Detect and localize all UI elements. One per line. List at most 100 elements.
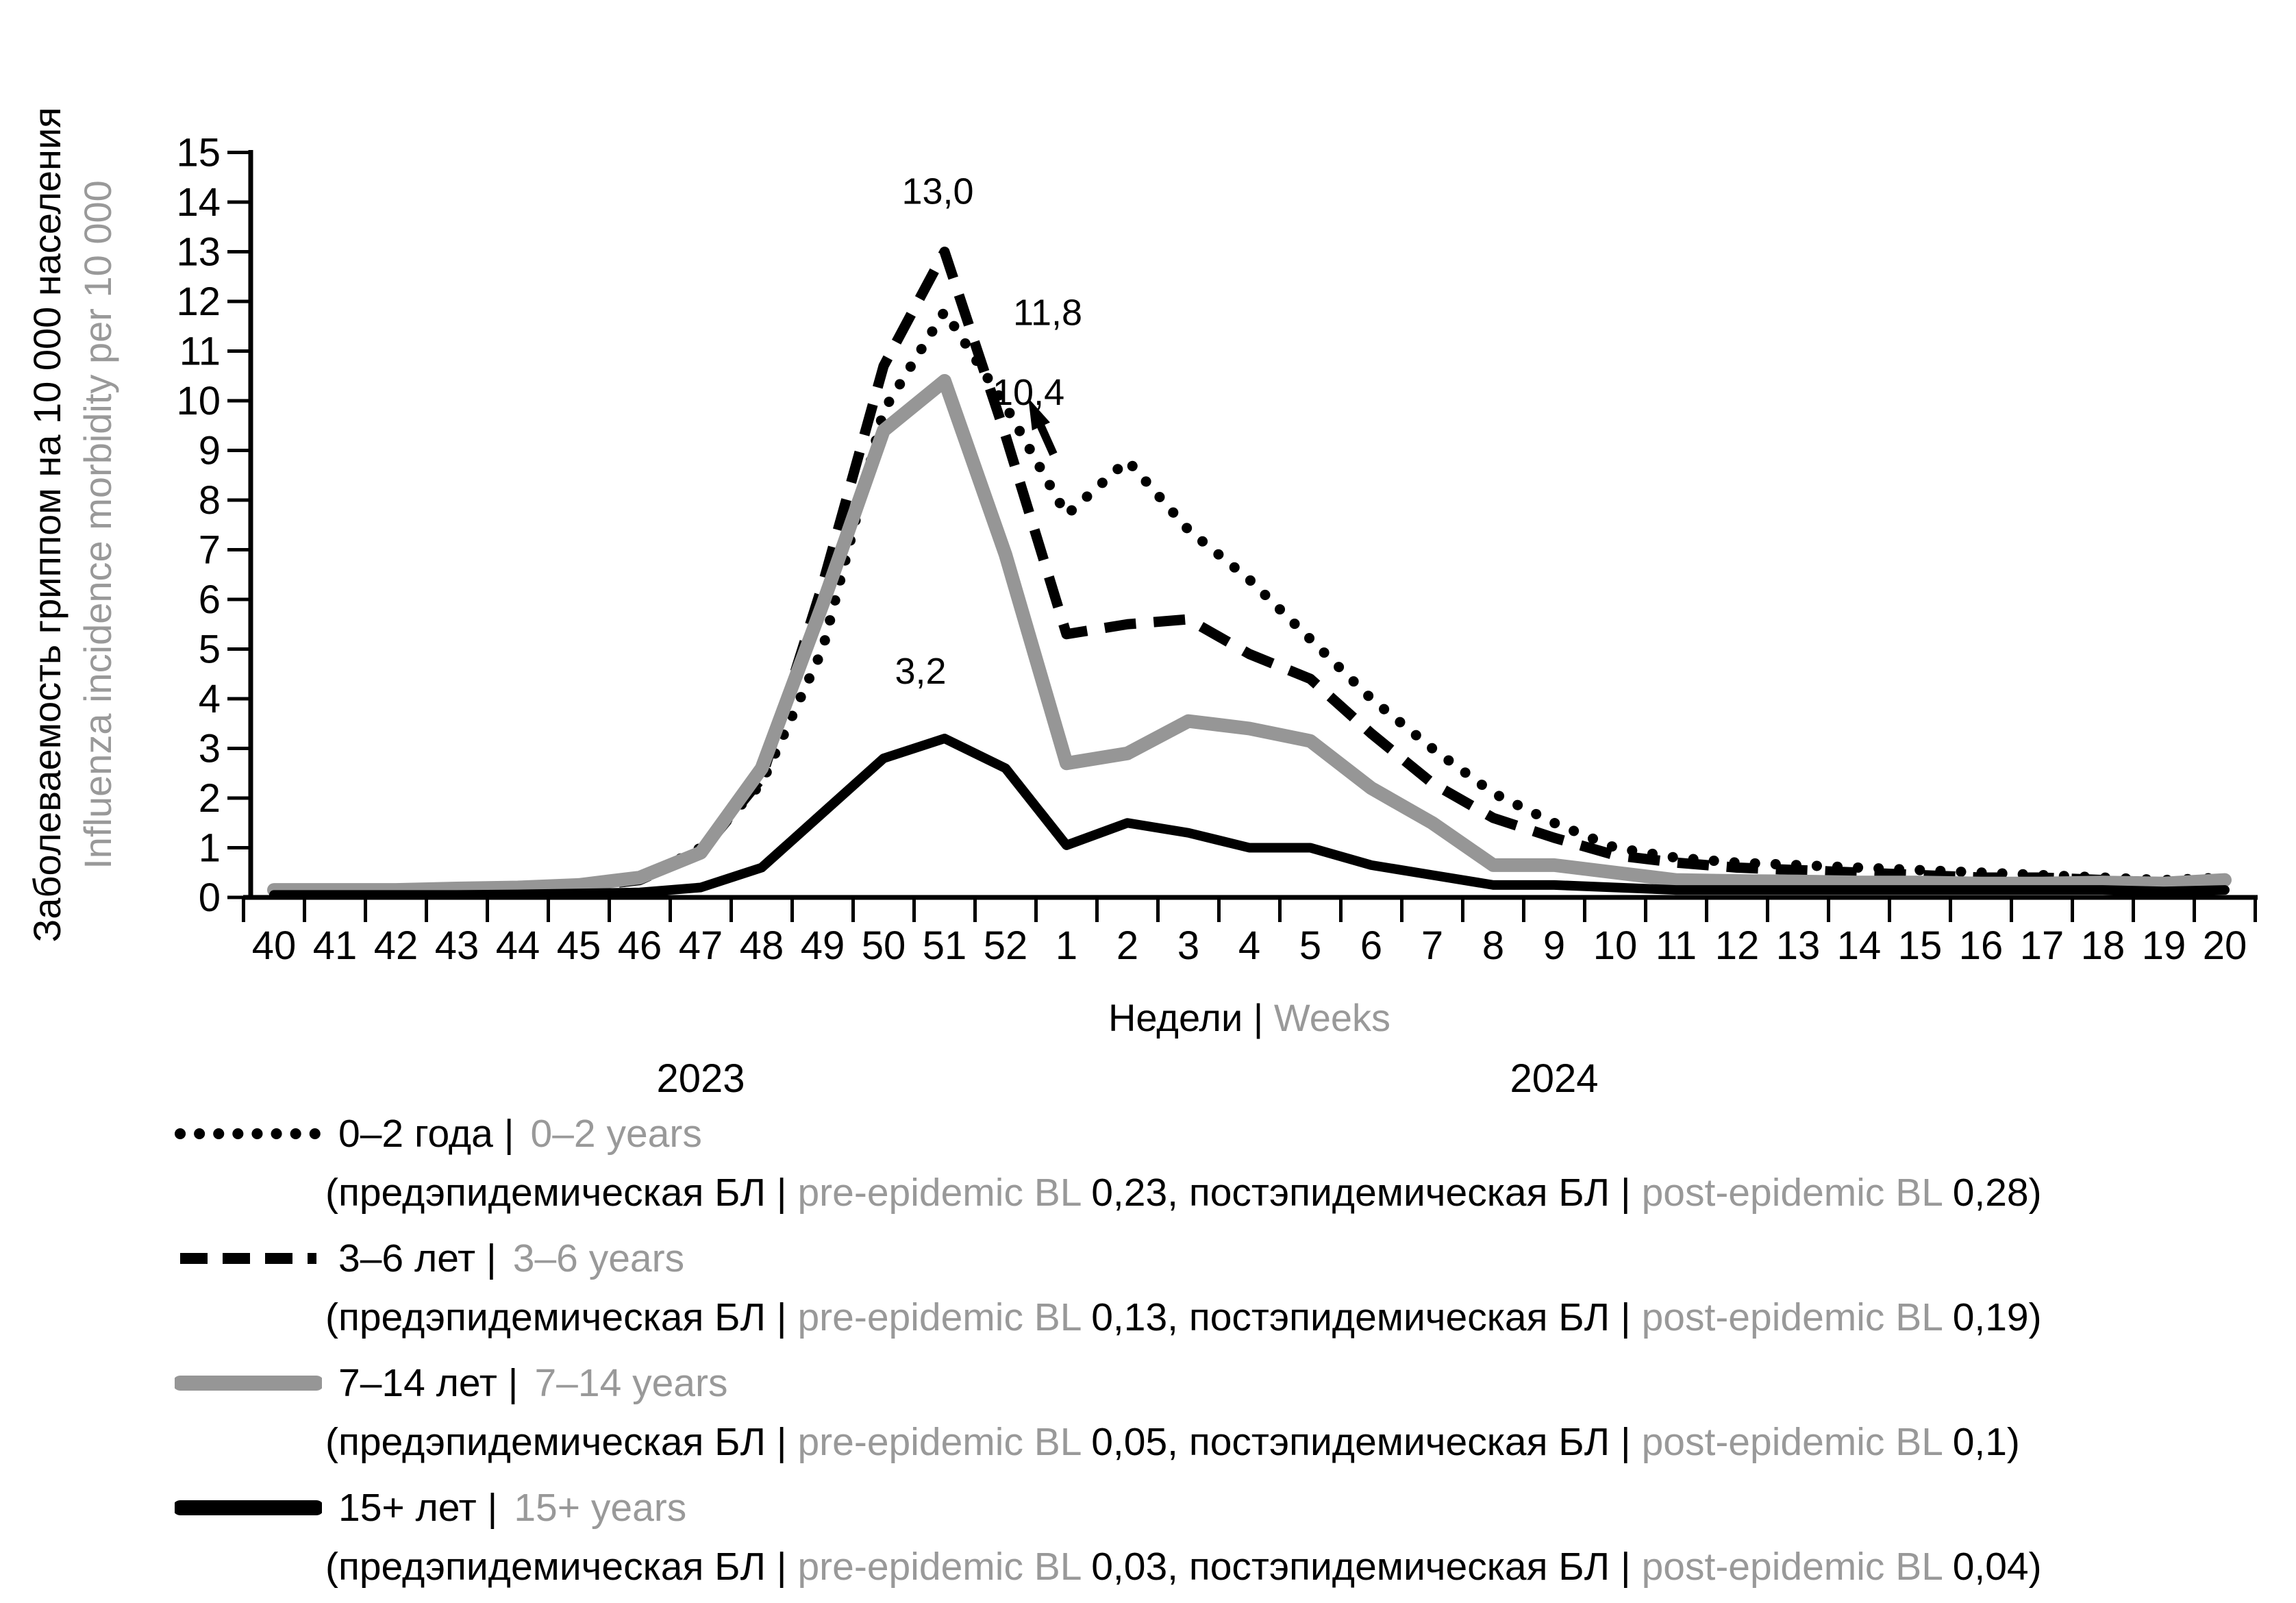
x-tick-label: 15 xyxy=(1898,923,1943,968)
x-tick-label: 45 xyxy=(557,923,601,968)
x-tick-label: 42 xyxy=(374,923,419,968)
y-tick-label: 10 xyxy=(176,379,221,423)
x-tick-label: 47 xyxy=(679,923,723,968)
legend-name-ru: 0–2 года | xyxy=(338,1112,514,1156)
y-tick-label: 1 xyxy=(199,826,221,871)
x-axis-ticks: 40 41 42 43 44 45 46 47 48 49 50 51 52 1 2 3 4 5 6 7 8 9 10 11 1… xyxy=(242,897,2257,968)
legend-post-value: 0,1) xyxy=(1941,1420,2020,1464)
x-tick-label: 18 xyxy=(2081,923,2125,968)
x-tick-label: 4 xyxy=(1238,923,1260,968)
y-tick-label: 5 xyxy=(199,627,221,672)
legend-baseline-values: (предэпидемическая БЛ | pre-epidemic BL … xyxy=(175,1537,2296,1596)
legend-pre-value: 0,13, xyxy=(1080,1295,1189,1339)
series-lines xyxy=(267,247,2232,900)
legend-pre-label-en: pre-epidemic BL xyxy=(797,1171,1081,1215)
legend-post-value: 0,28) xyxy=(1941,1171,2042,1215)
x-tick-label: 19 xyxy=(2142,923,2186,968)
x-tick-label: 17 xyxy=(2020,923,2064,968)
legend-post-label-en: post-epidemic BL xyxy=(1641,1420,1942,1464)
x-axis-title-ru: Недели xyxy=(1108,996,1243,1039)
y-tick-label: 12 xyxy=(176,279,221,324)
legend-name-ru: 7–14 лет | xyxy=(338,1361,519,1405)
x-tick-label: 43 xyxy=(435,923,479,968)
series-line-0–2-years xyxy=(269,306,2230,898)
y-tick-label: 11 xyxy=(179,330,221,374)
x-tick-label: 5 xyxy=(1299,923,1321,968)
y-tick-label: 8 xyxy=(199,478,221,523)
data-label: 11,8 xyxy=(1013,293,1082,334)
legend-name-en: 3–6 years xyxy=(512,1237,685,1280)
x-tick-label: 49 xyxy=(801,923,845,968)
legend-pre-label-en: pre-epidemic BL xyxy=(797,1545,1081,1589)
legend-dashed-line-icon xyxy=(180,1253,316,1264)
legend-post-value: 0,04) xyxy=(1941,1545,2042,1589)
legend-pre-value: 0,23, xyxy=(1080,1171,1189,1215)
y-axis-title-ru: Заболеваемость гриппом на 10 000 населен… xyxy=(25,107,68,942)
series-line-15+-years xyxy=(269,734,2230,900)
legend-solid-line-icon xyxy=(175,1500,322,1515)
legend-post-value: 0,19) xyxy=(1941,1295,2042,1339)
legend-pre-label-ru: (предэпидемическая БЛ | xyxy=(325,1171,798,1215)
legend-dotted-line-icon xyxy=(175,1128,322,1139)
x-tick-label: 6 xyxy=(1360,923,1382,968)
x-tick-label: 13 xyxy=(1776,923,1821,968)
legend-baseline-values: (предэпидемическая БЛ | pre-epidemic BL … xyxy=(175,1413,2296,1471)
legend-pre-label-ru: (предэпидемическая БЛ | xyxy=(325,1295,798,1339)
x-tick-label: 8 xyxy=(1482,923,1504,968)
year-label: 2024 xyxy=(1510,1056,1598,1101)
legend-pre-value: 0,05, xyxy=(1080,1420,1189,1464)
legend-name-ru: 3–6 лет | xyxy=(338,1237,497,1280)
legend-entry: 7–14 лет | 7–14 years (предэпидемическая … xyxy=(0,1354,2296,1471)
legend-pre-label-ru: (предэпидемическая БЛ | xyxy=(325,1545,798,1589)
legend-name-ru: 15+ лет | xyxy=(338,1486,498,1530)
y-tick-label: 13 xyxy=(176,230,221,275)
data-label: 3,2 xyxy=(895,651,946,692)
legend-entry-title: 7–14 лет | 7–14 years xyxy=(175,1354,2296,1413)
legend-baseline-values: (предэпидемическая БЛ | pre-epidemic BL … xyxy=(175,1288,2296,1347)
legend-post-label-ru: постэпидемическая БЛ | xyxy=(1188,1545,1642,1589)
x-tick-label: 1 xyxy=(1056,923,1077,968)
x-tick-label: 48 xyxy=(740,923,784,968)
x-tick-label: 9 xyxy=(1543,923,1565,968)
legend-baseline-values: (предэпидемическая БЛ | pre-epidemic BL … xyxy=(175,1163,2296,1222)
legend-post-label-en: post-epidemic BL xyxy=(1641,1545,1942,1589)
y-tick-label: 6 xyxy=(199,577,221,622)
peak-annotations: 13,0 11,8 10,4 3,2 xyxy=(895,171,1082,693)
legend-post-label-en: post-epidemic BL xyxy=(1641,1171,1942,1215)
chart-legend: 0–2 года | 0–2 years (предэпидемическая Б… xyxy=(0,1104,2296,1603)
legend-pre-label-en: pre-epidemic BL xyxy=(797,1295,1081,1339)
year-label: 2023 xyxy=(656,1056,745,1101)
legend-entry-title: 0–2 года | 0–2 years xyxy=(175,1104,2296,1163)
x-tick-label: 16 xyxy=(1959,923,2004,968)
legend-solid-line-icon xyxy=(175,1376,322,1391)
series-line-3–6-years xyxy=(274,247,2225,898)
y-tick-label: 14 xyxy=(176,180,221,225)
legend-pre-value: 0,03, xyxy=(1080,1545,1189,1589)
legend-entry-title: 3–6 лет | 3–6 years xyxy=(175,1229,2296,1288)
y-tick-label: 2 xyxy=(199,776,221,821)
x-tick-label: 10 xyxy=(1593,923,1638,968)
x-tick-label: 11 xyxy=(1656,923,1697,968)
data-label: 10,4 xyxy=(993,372,1064,413)
data-label: 13,0 xyxy=(901,171,973,212)
legend-entry: 3–6 лет | 3–6 years (предэпидемическая БЛ… xyxy=(0,1229,2296,1347)
y-tick-label: 9 xyxy=(199,429,221,473)
legend-entry: 15+ лет | 15+ years (предэпидемическая БЛ… xyxy=(0,1478,2296,1596)
legend-post-label-en: post-epidemic BL xyxy=(1641,1295,1942,1339)
y-tick-label: 15 xyxy=(176,131,221,175)
x-tick-label: 44 xyxy=(496,923,540,968)
series-line-7–14-years xyxy=(267,374,2232,897)
legend-post-label-ru: постэпидемическая БЛ | xyxy=(1188,1171,1642,1215)
legend-pre-label-en: pre-epidemic BL xyxy=(797,1420,1081,1464)
x-tick-label: 3 xyxy=(1177,923,1199,968)
legend-entry: 0–2 года | 0–2 years (предэпидемическая Б… xyxy=(0,1104,2296,1222)
x-axis-title: Недели | Weeks xyxy=(1108,996,1390,1039)
legend-name-en: 15+ years xyxy=(514,1486,687,1530)
y-tick-label: 3 xyxy=(199,727,221,771)
legend-post-label-ru: постэпидемическая БЛ | xyxy=(1188,1295,1642,1339)
y-tick-label: 7 xyxy=(199,528,221,573)
x-axis-title-sep: | xyxy=(1243,996,1274,1039)
x-tick-label: 41 xyxy=(313,923,358,968)
influenza-line-chart: Заболеваемость гриппом на 10 000 населен… xyxy=(25,107,2258,1101)
